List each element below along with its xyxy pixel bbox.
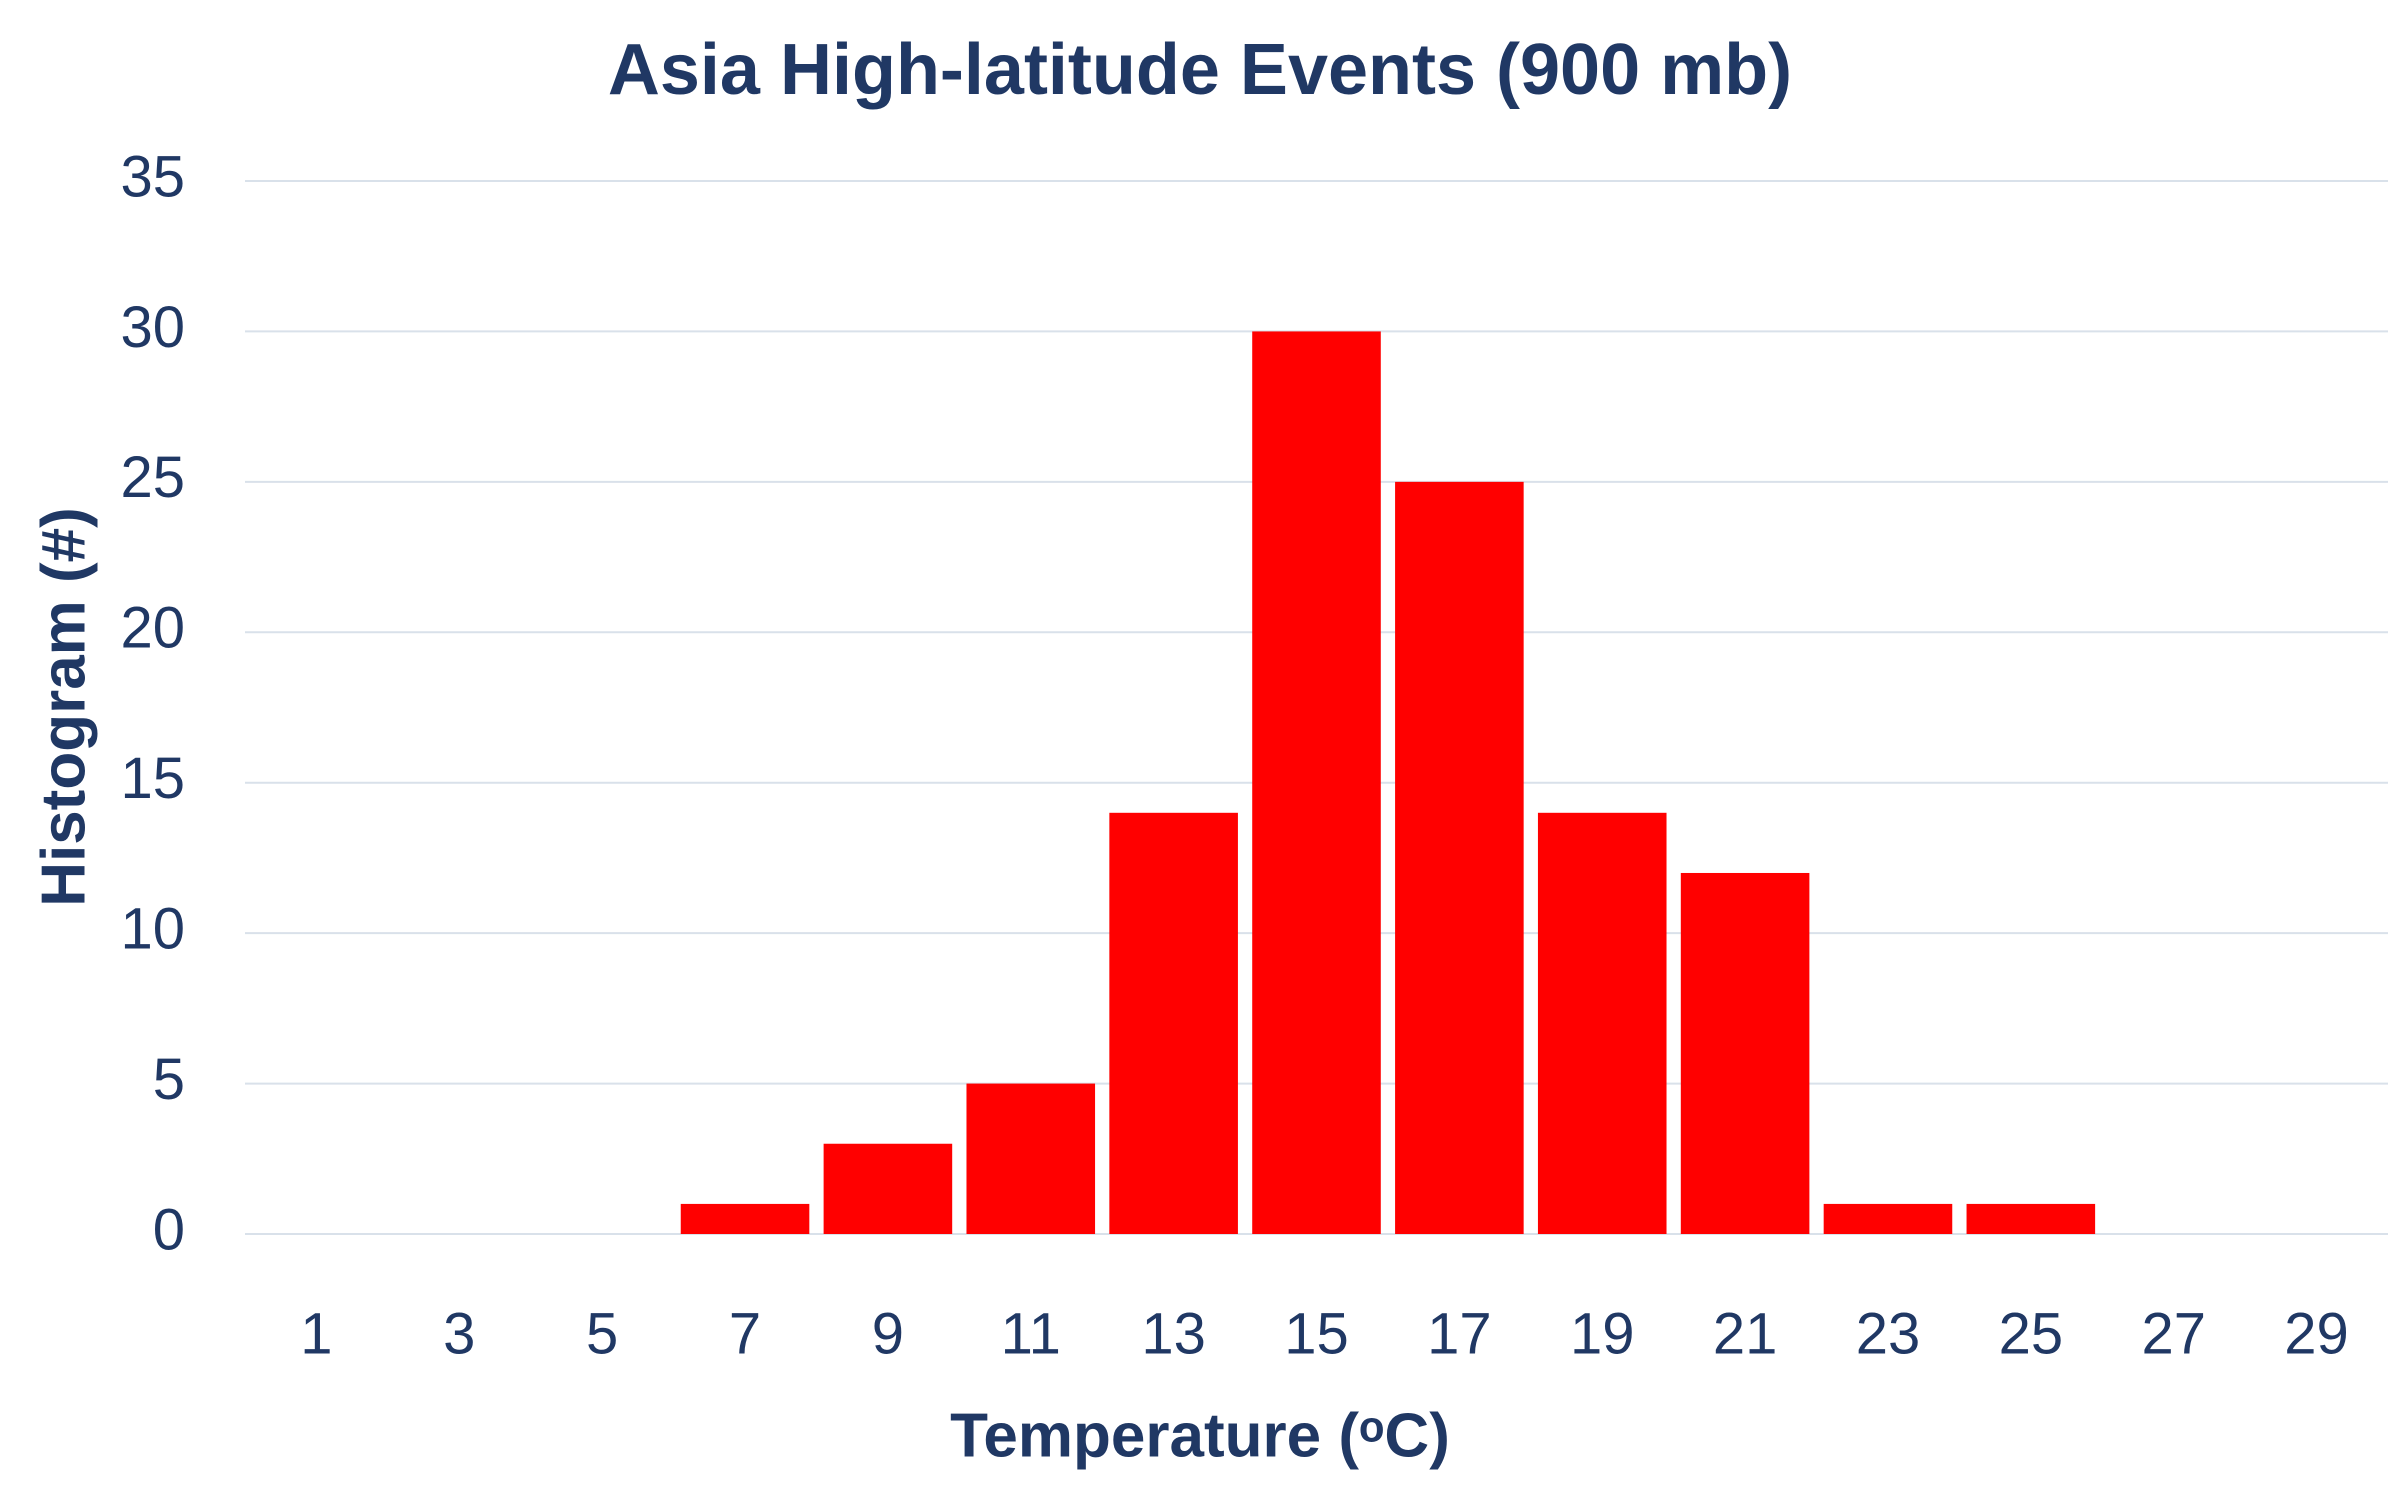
bar: [1109, 812, 1238, 1234]
x-tick-label: 29: [2284, 1301, 2349, 1366]
bar: [1537, 812, 1667, 1234]
x-tick-label: 5: [586, 1301, 618, 1366]
x-tick-label: 7: [729, 1301, 761, 1366]
x-tick-label: 23: [1856, 1301, 1921, 1366]
bar: [966, 1083, 1096, 1234]
bar: [823, 1143, 953, 1234]
y-tick-label: 35: [120, 144, 185, 209]
bar: [1823, 1203, 1953, 1234]
y-tick-label: 5: [153, 1047, 185, 1112]
x-tick-label: 3: [443, 1301, 475, 1366]
x-tick-label: 25: [1999, 1301, 2064, 1366]
chart-title: Asia High-latitude Events (900 mb): [608, 30, 1792, 110]
y-tick-label: 30: [120, 295, 185, 360]
bar: [680, 1203, 810, 1234]
y-tick-label: 0: [153, 1197, 185, 1262]
x-tick-label: 15: [1284, 1301, 1349, 1366]
x-tick-label: 1: [300, 1301, 332, 1366]
x-tick-label: 27: [2141, 1301, 2206, 1366]
y-tick-label: 20: [120, 596, 185, 661]
y-axis-title: Histogram (#): [29, 507, 98, 907]
x-tick-label: 9: [872, 1301, 904, 1366]
x-axis-title: Temperature (ᵒC): [950, 1401, 1450, 1470]
bar: [1252, 331, 1381, 1234]
x-tick-label: 21: [1713, 1301, 1778, 1366]
y-tick-label: 10: [120, 896, 185, 961]
bar: [1680, 872, 1810, 1234]
x-tick-label: 11: [1001, 1301, 1061, 1366]
x-tick-label: 13: [1141, 1301, 1206, 1366]
x-tick-label: 19: [1570, 1301, 1635, 1366]
y-tick-label: 25: [120, 445, 185, 510]
bar: [1966, 1203, 2096, 1234]
y-tick-label: 15: [120, 746, 185, 811]
bar: [1395, 481, 1524, 1234]
x-tick-label: 17: [1427, 1301, 1492, 1366]
